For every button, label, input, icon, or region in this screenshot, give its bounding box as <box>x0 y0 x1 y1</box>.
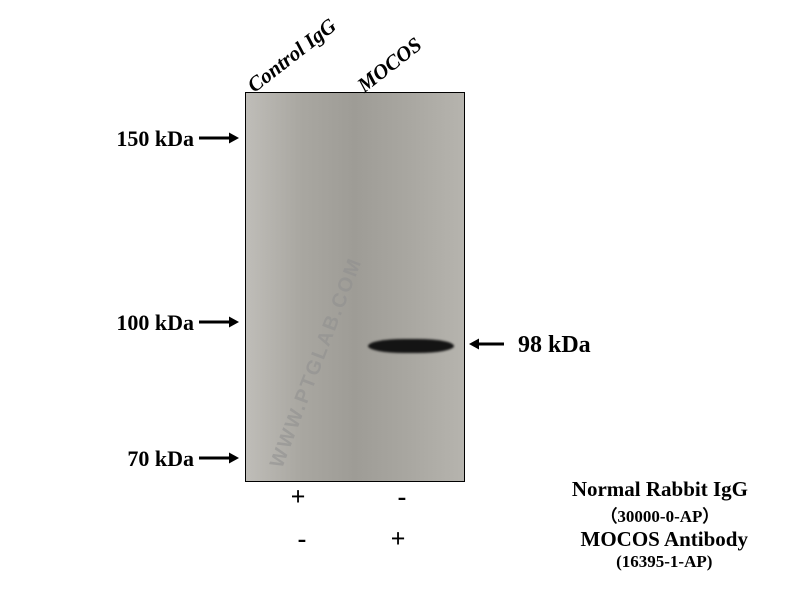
mw-marker-1: 100 kDa <box>0 310 240 338</box>
mw-marker-2: 70 kDa <box>0 446 240 474</box>
pm-cell-r1-c1: + <box>388 524 408 554</box>
legend-title: MOCOS Antibody <box>581 527 748 551</box>
pm-cell-r0-c1: - <box>392 482 412 512</box>
legend-sub: (16395-1-AP) <box>581 552 748 572</box>
lane-header-0: Control IgG <box>243 13 342 98</box>
lane-header-1: MOCOS <box>353 32 427 98</box>
mw-marker-0: 150 kDa <box>0 126 240 154</box>
blot-inner: WWW.PTGLAB.COM <box>246 93 464 481</box>
arrow-left-icon <box>468 334 505 359</box>
pm-cell-r1-c0: - <box>292 524 312 554</box>
mw-marker-label: 70 kDa <box>127 446 194 471</box>
mw-marker-label: 150 kDa <box>116 126 194 151</box>
arrow-right-icon <box>198 448 240 474</box>
watermark-text: WWW.PTGLAB.COM <box>266 254 368 471</box>
arrow-right-icon <box>198 128 240 154</box>
figure-root: WWW.PTGLAB.COM Control IgGMOCOS 150 kDa … <box>0 0 800 600</box>
arrow-right-icon <box>198 312 240 338</box>
pm-cell-r0-c0: + <box>288 482 308 512</box>
mw-marker-label: 100 kDa <box>116 310 194 335</box>
callout-label: 98 kDa <box>518 332 591 359</box>
legend-entry-1: MOCOS Antibody(16395-1-AP) <box>581 527 748 572</box>
legend-entry-0: Normal Rabbit IgG（30000-0-AP） <box>572 477 748 527</box>
legend-title: Normal Rabbit IgG <box>572 477 748 501</box>
protein-band <box>368 339 454 353</box>
legend-sub: （30000-0-AP） <box>572 502 748 527</box>
blot-membrane: WWW.PTGLAB.COM <box>245 92 465 482</box>
